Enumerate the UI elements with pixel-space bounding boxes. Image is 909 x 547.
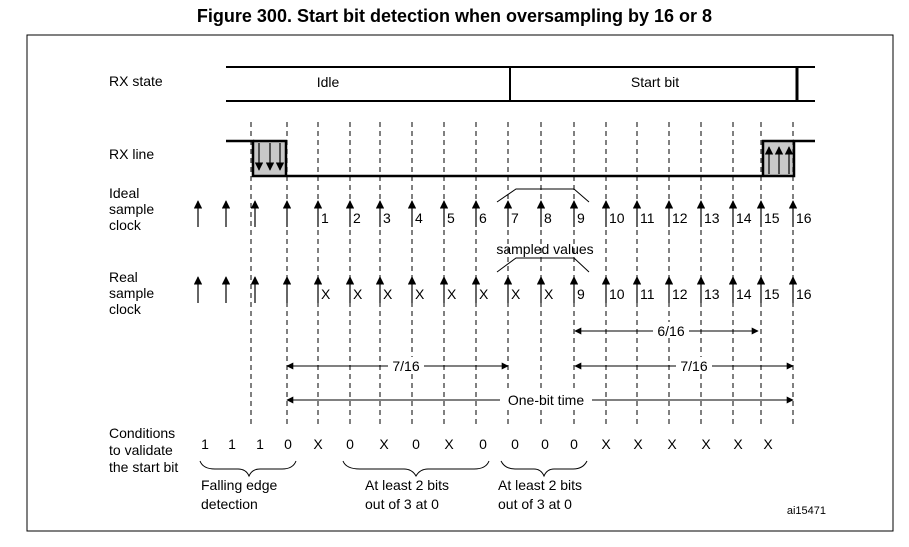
condition-value-14: X (633, 436, 643, 452)
conditions-label-1: Conditions (109, 425, 175, 441)
rx-state-idle: Idle (317, 74, 340, 90)
ideal-tick-label-4: 4 (415, 210, 423, 226)
real-tick-label-9: 9 (577, 286, 585, 302)
rx-state-bus (226, 66, 815, 102)
ideal-tick-label-15: 15 (764, 210, 780, 226)
sampled-values-label: sampled values (496, 241, 593, 257)
real-tick-label-10: 10 (609, 286, 625, 302)
real-clock-label-3: clock (109, 301, 142, 317)
rx-state-label: RX state (109, 73, 163, 89)
condition-value-16: X (701, 436, 711, 452)
conditions-label-3: the start bit (109, 459, 178, 475)
ideal-tick-label-11: 11 (640, 210, 655, 226)
ideal-clock-label-3: clock (109, 217, 142, 233)
condition-value-0: 1 (201, 436, 209, 452)
condition-value-13: X (601, 436, 611, 452)
one-bit-time-label: One-bit time (508, 392, 584, 408)
real-clock-label-2: sample (109, 285, 154, 301)
six-sixteenths-label: 6/16 (657, 323, 684, 339)
real-tick-label-3: X (383, 286, 393, 302)
condition-value-3: 0 (284, 436, 292, 452)
ideal-tick-label-13: 13 (704, 210, 720, 226)
ideal-tick-label-7: 7 (511, 210, 519, 226)
real-tick-label-16: 16 (796, 286, 812, 302)
ideal-tick-label-12: 12 (672, 210, 688, 226)
conditions-label-2: to validate (109, 442, 173, 458)
at-least-a-note-2: out of 3 at 0 (365, 496, 439, 512)
figure-title: Figure 300. Start bit detection when ove… (196, 6, 713, 26)
real-clock-label-1: Real (109, 269, 138, 285)
condition-value-18: X (763, 436, 773, 452)
falling-edge-note-2: detection (201, 496, 258, 512)
real-tick-label-7: X (511, 286, 521, 302)
real-tick-label-11: 11 (640, 286, 655, 302)
real-tick-label-12: 12 (672, 286, 688, 302)
ideal-tick-label-10: 10 (609, 210, 625, 226)
ideal-tick-label-16: 16 (796, 210, 812, 226)
condition-value-7: 0 (412, 436, 420, 452)
ideal-clock-label-1: Ideal (109, 185, 139, 201)
ideal-sample-clock: 1 2 3 4 5 6 7 8 9 10 11 12 13 14 15 16 (193, 200, 812, 227)
reference-code: ai15471 (787, 505, 826, 517)
sampled-values-upper-bracket (496, 188, 590, 203)
at-least-b-note-1: At least 2 bits (498, 477, 582, 493)
ideal-tick-label-6: 6 (479, 210, 487, 226)
rx-line-waveform (226, 139, 815, 178)
real-tick-label-1: X (321, 286, 331, 302)
condition-value-5: 0 (346, 436, 354, 452)
ideal-tick-label-14: 14 (736, 210, 752, 226)
condition-value-4: X (313, 436, 323, 452)
brace-at-least-a (342, 460, 490, 478)
ideal-clock-label-2: sample (109, 201, 154, 217)
condition-value-17: X (733, 436, 743, 452)
condition-value-8: X (444, 436, 454, 452)
real-tick-label-8: X (544, 286, 554, 302)
real-tick-label-6: X (479, 286, 489, 302)
real-sample-clock: X X X X X X X X 9 10 11 12 13 14 15 16 (193, 276, 812, 303)
condition-value-1: 1 (228, 436, 236, 452)
at-least-b-note-2: out of 3 at 0 (498, 496, 572, 512)
condition-value-6: X (379, 436, 389, 452)
ideal-tick-label-1: 1 (321, 210, 329, 226)
sampled-values-lower-bracket (496, 257, 590, 273)
real-tick-label-15: 15 (764, 286, 780, 302)
sample-dashed-lines (250, 122, 794, 428)
seven-sixteenths-left-label: 7/16 (392, 358, 419, 374)
rx-state-start-bit: Start bit (631, 74, 679, 90)
seven-sixteenths-right-label: 7/16 (680, 358, 707, 374)
falling-edge-note-1: Falling edge (201, 477, 277, 493)
ideal-tick-label-8: 8 (544, 210, 552, 226)
real-tick-label-14: 14 (736, 286, 752, 302)
figure-frame (26, 34, 894, 532)
condition-value-10: 0 (511, 436, 519, 452)
real-tick-label-5: X (447, 286, 457, 302)
condition-values: 1 1 1 0 X 0 X 0 X 0 0 0 0 X X X X X X (201, 436, 773, 452)
condition-value-9: 0 (479, 436, 487, 452)
ideal-tick-label-5: 5 (447, 210, 455, 226)
real-tick-label-13: 13 (704, 286, 720, 302)
at-least-a-note-1: At least 2 bits (365, 477, 449, 493)
ideal-tick-label-2: 2 (353, 210, 361, 226)
real-tick-label-4: X (415, 286, 425, 302)
real-tick-label-2: X (353, 286, 363, 302)
brace-at-least-b (500, 460, 588, 478)
ideal-tick-label-9: 9 (577, 210, 585, 226)
condition-value-15: X (667, 436, 677, 452)
brace-falling-edge (199, 460, 297, 478)
rx-line-label: RX line (109, 146, 154, 162)
ideal-tick-label-3: 3 (383, 210, 391, 226)
condition-value-11: 0 (541, 436, 549, 452)
condition-value-12: 0 (570, 436, 578, 452)
condition-value-2: 1 (256, 436, 264, 452)
